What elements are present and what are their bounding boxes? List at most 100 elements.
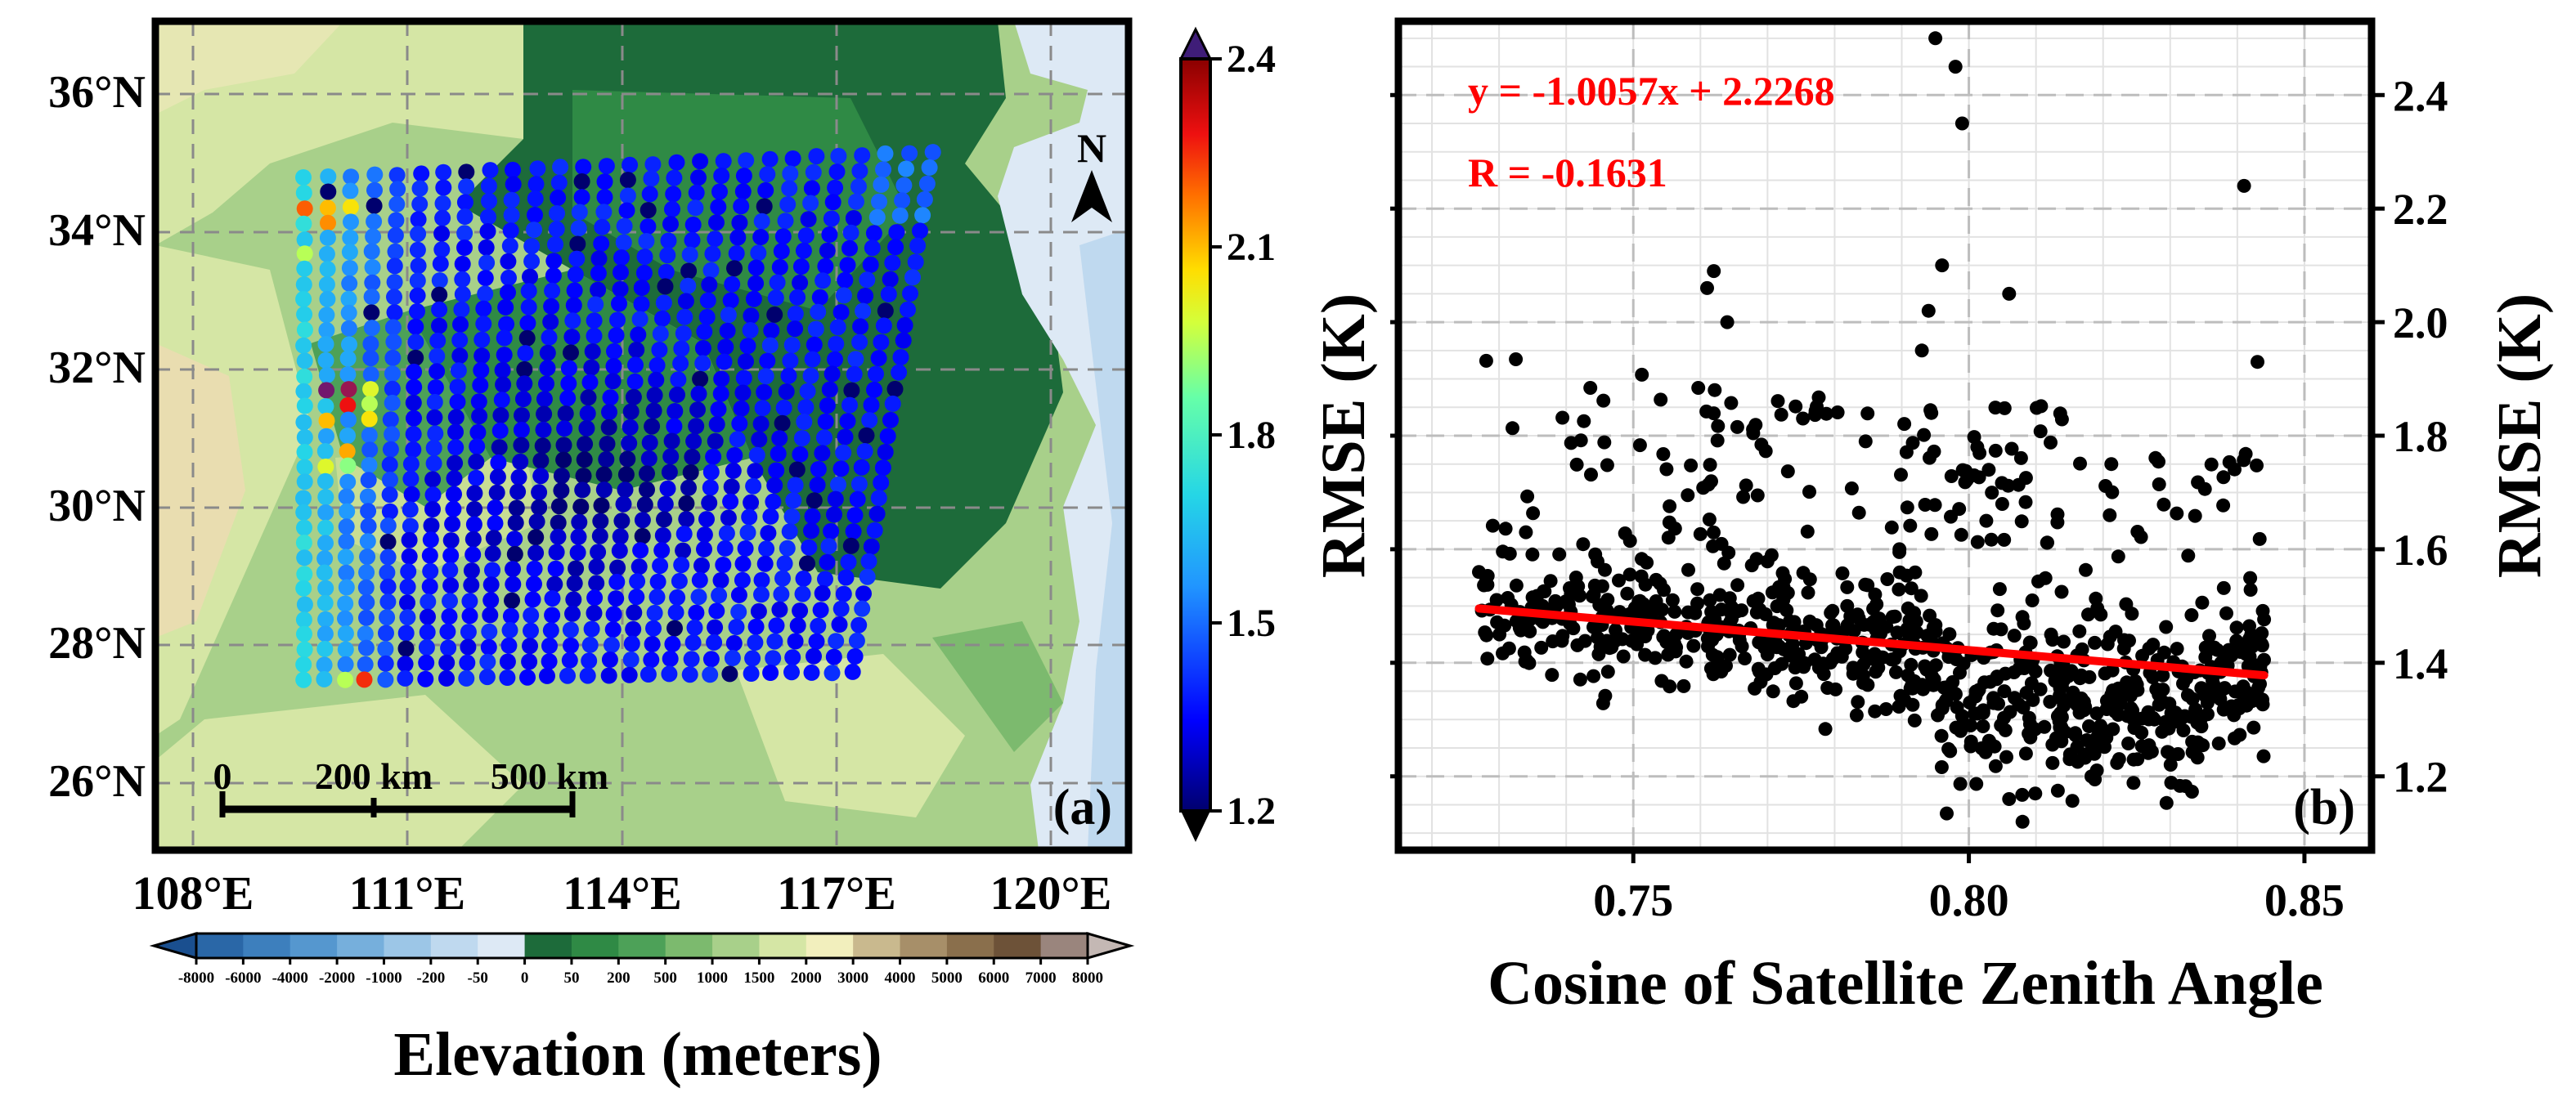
rmse-station-dot bbox=[361, 410, 378, 428]
scatter-point bbox=[1555, 410, 1570, 425]
elevation-colorbar-tick-label: -6000 bbox=[225, 969, 261, 987]
rmse-station-dot bbox=[575, 468, 592, 485]
rmse-station-dot bbox=[295, 671, 312, 688]
rmse-station-dot bbox=[364, 259, 381, 275]
rmse-station-dot bbox=[733, 198, 750, 215]
rmse-station-dot bbox=[592, 513, 609, 530]
rmse-station-dot bbox=[463, 576, 480, 593]
scatter-point bbox=[1990, 669, 2004, 684]
scatter-point bbox=[1788, 676, 1803, 691]
rmse-station-dot bbox=[855, 585, 872, 602]
rmse-station-dot bbox=[338, 564, 355, 581]
scatter-point bbox=[2121, 737, 2136, 750]
rmse-station-dot bbox=[832, 304, 850, 320]
rmse-station-dot bbox=[500, 284, 516, 301]
rmse-station-dot bbox=[710, 199, 727, 216]
rmse-station-dot bbox=[734, 571, 751, 589]
rmse-station-dot bbox=[596, 189, 613, 206]
scatter-point bbox=[1645, 607, 1659, 621]
rmse-station-dot bbox=[523, 607, 540, 624]
scatter-point bbox=[2163, 758, 2178, 772]
rmse-station-dot bbox=[612, 280, 629, 298]
rmse-station-dot bbox=[316, 640, 334, 657]
scatter-point bbox=[1659, 462, 1674, 477]
rmse-station-dot bbox=[316, 472, 334, 490]
rmse-station-dot bbox=[761, 337, 779, 354]
scatter-point bbox=[1681, 605, 1695, 620]
rmse-station-dot bbox=[432, 255, 449, 272]
scatter-point bbox=[1903, 518, 1918, 533]
rmse-station-dot bbox=[802, 195, 819, 212]
scatter-point bbox=[2015, 787, 2030, 802]
scatter-point bbox=[1923, 403, 1938, 418]
rmse-station-dot bbox=[379, 609, 396, 626]
rmse-station-dot bbox=[513, 437, 530, 454]
scatter-point bbox=[1654, 392, 1668, 407]
rmse-station-dot bbox=[473, 347, 491, 365]
rmse-station-dot bbox=[829, 319, 846, 336]
scatter-point bbox=[2050, 783, 2065, 798]
regression-line bbox=[1474, 604, 2269, 680]
lon-tick-111: 111°E bbox=[349, 866, 465, 920]
rmse-station-dot bbox=[873, 334, 890, 351]
elevation-colorbar-cell bbox=[665, 934, 713, 958]
scatter-point bbox=[1612, 573, 1626, 588]
scatter-point bbox=[2210, 643, 2224, 657]
scatter-point bbox=[2013, 450, 2028, 465]
scatter-point bbox=[1775, 656, 1789, 671]
rmse-station-dot bbox=[797, 227, 815, 244]
scatter-point bbox=[1934, 760, 1949, 774]
scatter-point bbox=[2180, 688, 2195, 702]
scatter-point bbox=[1917, 428, 1932, 442]
rmse-station-dot bbox=[295, 169, 312, 186]
rmse-station-dot bbox=[704, 245, 721, 262]
elevation-colorbar-cell bbox=[289, 934, 338, 958]
scatter-point bbox=[1878, 702, 1893, 716]
rmse-station-dot bbox=[480, 638, 497, 656]
rmse-station-dot bbox=[754, 400, 771, 417]
rmse-station-dot bbox=[482, 576, 500, 593]
rmse-station-dot bbox=[295, 535, 312, 551]
rmse-station-dot bbox=[680, 479, 697, 496]
scatter-point bbox=[1752, 665, 1766, 678]
scatter-point bbox=[1663, 499, 1677, 513]
rmse-station-dot bbox=[800, 211, 817, 228]
rmse-station-dot bbox=[767, 289, 784, 307]
rmse-station-dot bbox=[434, 209, 451, 226]
rmse-station-dot bbox=[644, 156, 662, 173]
rmse-station-dot bbox=[378, 625, 394, 642]
scatter-point bbox=[2018, 746, 2033, 761]
rmse-station-dot bbox=[835, 444, 852, 461]
rmse-station-dot bbox=[338, 518, 355, 535]
rmse-station-dot bbox=[622, 156, 639, 173]
scatter-point bbox=[2030, 401, 2044, 415]
rmse-station-dot bbox=[295, 291, 312, 307]
rmse-station-dot bbox=[600, 667, 617, 684]
rmse-station-dot bbox=[636, 496, 653, 513]
rmse-station-dot bbox=[397, 669, 414, 687]
rmse-station-dot bbox=[564, 605, 581, 622]
rmse-station-dot bbox=[295, 490, 312, 507]
scatter-point bbox=[2057, 634, 2071, 649]
rmse-station-dot bbox=[692, 153, 709, 170]
rmse-station-dot bbox=[581, 636, 599, 653]
scatter-point bbox=[1707, 406, 1721, 421]
rmse-station-dot bbox=[429, 363, 446, 380]
rmse-station-dot bbox=[744, 650, 761, 667]
rmse-station-dot bbox=[584, 343, 601, 360]
rmse-station-dot bbox=[604, 637, 620, 654]
rmse-station-dot bbox=[586, 327, 603, 344]
scatter-point bbox=[1596, 393, 1611, 408]
rmse-station-dot bbox=[442, 562, 459, 579]
rmse-station-dot bbox=[635, 264, 653, 281]
scatter-point bbox=[1869, 665, 1883, 679]
scatter-point bbox=[1840, 618, 1855, 633]
rmse-station-dot bbox=[688, 184, 705, 201]
rmse-station-dot bbox=[402, 517, 419, 535]
lat-tick-34: 34°N bbox=[48, 205, 146, 256]
scatter-point bbox=[1681, 488, 1695, 503]
scatter-point bbox=[1569, 457, 1584, 472]
rmse-station-dot bbox=[605, 358, 622, 374]
rmse-station-dot bbox=[446, 486, 462, 503]
rmse-station-dot bbox=[568, 560, 585, 577]
